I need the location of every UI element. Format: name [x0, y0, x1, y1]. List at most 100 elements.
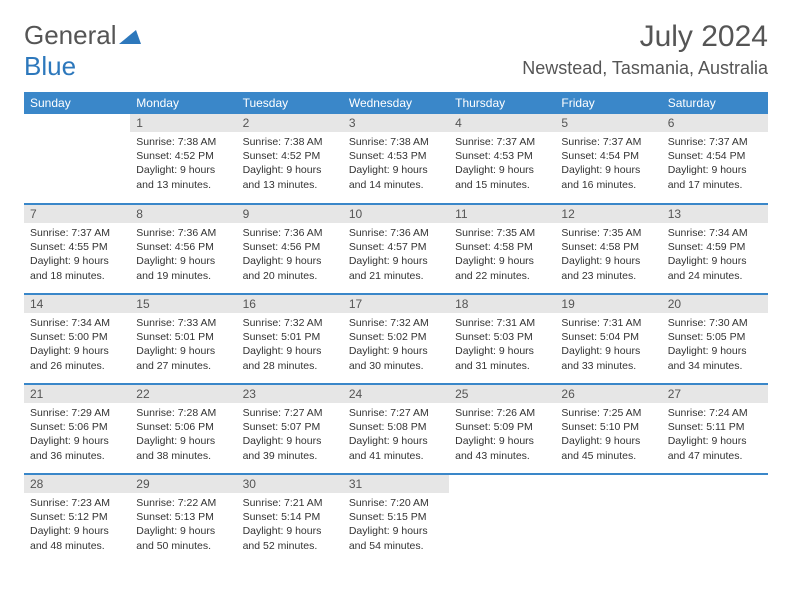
daylight-line: Daylight: 9 hours and 33 minutes. [561, 344, 655, 372]
daylight-line: Daylight: 9 hours and 18 minutes. [30, 254, 124, 282]
daylight-line: Daylight: 9 hours and 48 minutes. [30, 524, 124, 552]
day-cell: 1Sunrise: 7:38 AMSunset: 4:52 PMDaylight… [130, 114, 236, 204]
day-details: Sunrise: 7:37 AMSunset: 4:54 PMDaylight:… [662, 132, 768, 198]
daylight-line: Daylight: 9 hours and 30 minutes. [349, 344, 443, 372]
day-details: Sunrise: 7:29 AMSunset: 5:06 PMDaylight:… [24, 403, 130, 469]
day-number: 15 [130, 295, 236, 313]
daylight-line: Daylight: 9 hours and 13 minutes. [136, 163, 230, 191]
sunrise-line: Sunrise: 7:38 AM [243, 135, 337, 149]
daylight-line: Daylight: 9 hours and 24 minutes. [668, 254, 762, 282]
sunrise-line: Sunrise: 7:31 AM [561, 316, 655, 330]
sunrise-line: Sunrise: 7:36 AM [349, 226, 443, 240]
sunrise-line: Sunrise: 7:38 AM [349, 135, 443, 149]
daylight-line: Daylight: 9 hours and 39 minutes. [243, 434, 337, 462]
daylight-line: Daylight: 9 hours and 13 minutes. [243, 163, 337, 191]
sunset-line: Sunset: 5:14 PM [243, 510, 337, 524]
day-number: 30 [237, 475, 343, 493]
day-details: Sunrise: 7:32 AMSunset: 5:01 PMDaylight:… [237, 313, 343, 379]
sunrise-line: Sunrise: 7:37 AM [561, 135, 655, 149]
sunrise-line: Sunrise: 7:31 AM [455, 316, 549, 330]
month-title: July 2024 [522, 20, 768, 54]
day-cell: 22Sunrise: 7:28 AMSunset: 5:06 PMDayligh… [130, 384, 236, 474]
day-number: 9 [237, 205, 343, 223]
day-number: 27 [662, 385, 768, 403]
week-row: 28Sunrise: 7:23 AMSunset: 5:12 PMDayligh… [24, 474, 768, 564]
day-number: 31 [343, 475, 449, 493]
day-details: Sunrise: 7:38 AMSunset: 4:52 PMDaylight:… [130, 132, 236, 198]
sunset-line: Sunset: 5:11 PM [668, 420, 762, 434]
day-cell [555, 474, 661, 564]
day-cell: 7Sunrise: 7:37 AMSunset: 4:55 PMDaylight… [24, 204, 130, 294]
sunrise-line: Sunrise: 7:35 AM [561, 226, 655, 240]
day-details: Sunrise: 7:35 AMSunset: 4:58 PMDaylight:… [555, 223, 661, 289]
sunset-line: Sunset: 4:53 PM [349, 149, 443, 163]
day-cell: 14Sunrise: 7:34 AMSunset: 5:00 PMDayligh… [24, 294, 130, 384]
weekday-header: Saturday [662, 92, 768, 114]
daylight-line: Daylight: 9 hours and 27 minutes. [136, 344, 230, 372]
sunset-line: Sunset: 5:07 PM [243, 420, 337, 434]
day-number: 12 [555, 205, 661, 223]
sunset-line: Sunset: 4:54 PM [668, 149, 762, 163]
day-details: Sunrise: 7:36 AMSunset: 4:56 PMDaylight:… [237, 223, 343, 289]
day-details: Sunrise: 7:34 AMSunset: 4:59 PMDaylight:… [662, 223, 768, 289]
sunset-line: Sunset: 4:59 PM [668, 240, 762, 254]
brand-logo: General Blue [24, 20, 141, 82]
day-details: Sunrise: 7:38 AMSunset: 4:53 PMDaylight:… [343, 132, 449, 198]
daylight-line: Daylight: 9 hours and 45 minutes. [561, 434, 655, 462]
day-cell: 19Sunrise: 7:31 AMSunset: 5:04 PMDayligh… [555, 294, 661, 384]
brand-text: General Blue [24, 20, 141, 82]
daylight-line: Daylight: 9 hours and 41 minutes. [349, 434, 443, 462]
sunset-line: Sunset: 4:56 PM [243, 240, 337, 254]
day-number: 19 [555, 295, 661, 313]
triangle-icon [119, 28, 141, 44]
day-details: Sunrise: 7:33 AMSunset: 5:01 PMDaylight:… [130, 313, 236, 379]
sunset-line: Sunset: 5:06 PM [30, 420, 124, 434]
day-details: Sunrise: 7:26 AMSunset: 5:09 PMDaylight:… [449, 403, 555, 469]
day-number: 21 [24, 385, 130, 403]
daylight-line: Daylight: 9 hours and 16 minutes. [561, 163, 655, 191]
day-number: 22 [130, 385, 236, 403]
calendar-body: 1Sunrise: 7:38 AMSunset: 4:52 PMDaylight… [24, 114, 768, 564]
day-cell: 31Sunrise: 7:20 AMSunset: 5:15 PMDayligh… [343, 474, 449, 564]
sunrise-line: Sunrise: 7:22 AM [136, 496, 230, 510]
day-number: 13 [662, 205, 768, 223]
day-number: 18 [449, 295, 555, 313]
sunrise-line: Sunrise: 7:28 AM [136, 406, 230, 420]
sunset-line: Sunset: 5:12 PM [30, 510, 124, 524]
day-cell: 25Sunrise: 7:26 AMSunset: 5:09 PMDayligh… [449, 384, 555, 474]
day-number: 28 [24, 475, 130, 493]
week-row: 21Sunrise: 7:29 AMSunset: 5:06 PMDayligh… [24, 384, 768, 474]
day-details: Sunrise: 7:31 AMSunset: 5:04 PMDaylight:… [555, 313, 661, 379]
day-details: Sunrise: 7:35 AMSunset: 4:58 PMDaylight:… [449, 223, 555, 289]
sunset-line: Sunset: 5:08 PM [349, 420, 443, 434]
sunset-line: Sunset: 4:56 PM [136, 240, 230, 254]
day-details: Sunrise: 7:23 AMSunset: 5:12 PMDaylight:… [24, 493, 130, 559]
sunrise-line: Sunrise: 7:35 AM [455, 226, 549, 240]
day-cell: 11Sunrise: 7:35 AMSunset: 4:58 PMDayligh… [449, 204, 555, 294]
day-number: 23 [237, 385, 343, 403]
day-cell: 18Sunrise: 7:31 AMSunset: 5:03 PMDayligh… [449, 294, 555, 384]
daylight-line: Daylight: 9 hours and 23 minutes. [561, 254, 655, 282]
day-number: 1 [130, 114, 236, 132]
day-number: 4 [449, 114, 555, 132]
sunset-line: Sunset: 5:00 PM [30, 330, 124, 344]
weekday-header: Monday [130, 92, 236, 114]
day-cell: 27Sunrise: 7:24 AMSunset: 5:11 PMDayligh… [662, 384, 768, 474]
daylight-line: Daylight: 9 hours and 31 minutes. [455, 344, 549, 372]
daylight-line: Daylight: 9 hours and 54 minutes. [349, 524, 443, 552]
day-cell: 17Sunrise: 7:32 AMSunset: 5:02 PMDayligh… [343, 294, 449, 384]
daylight-line: Daylight: 9 hours and 38 minutes. [136, 434, 230, 462]
day-cell: 8 Sunrise: 7:36 AMSunset: 4:56 PMDaylight… [130, 204, 236, 294]
day-number: 8 [130, 205, 236, 223]
day-cell: 23Sunrise: 7:27 AMSunset: 5:07 PMDayligh… [237, 384, 343, 474]
weekday-header: Sunday [24, 92, 130, 114]
sunrise-line: Sunrise: 7:30 AM [668, 316, 762, 330]
sunrise-line: Sunrise: 7:36 AM [136, 226, 230, 240]
sunrise-line: Sunrise: 7:33 AM [136, 316, 230, 330]
daylight-line: Daylight: 9 hours and 26 minutes. [30, 344, 124, 372]
day-cell: 16Sunrise: 7:32 AMSunset: 5:01 PMDayligh… [237, 294, 343, 384]
weekday-header: Friday [555, 92, 661, 114]
sunset-line: Sunset: 5:09 PM [455, 420, 549, 434]
daylight-line: Daylight: 9 hours and 19 minutes. [136, 254, 230, 282]
day-number: 2 [237, 114, 343, 132]
